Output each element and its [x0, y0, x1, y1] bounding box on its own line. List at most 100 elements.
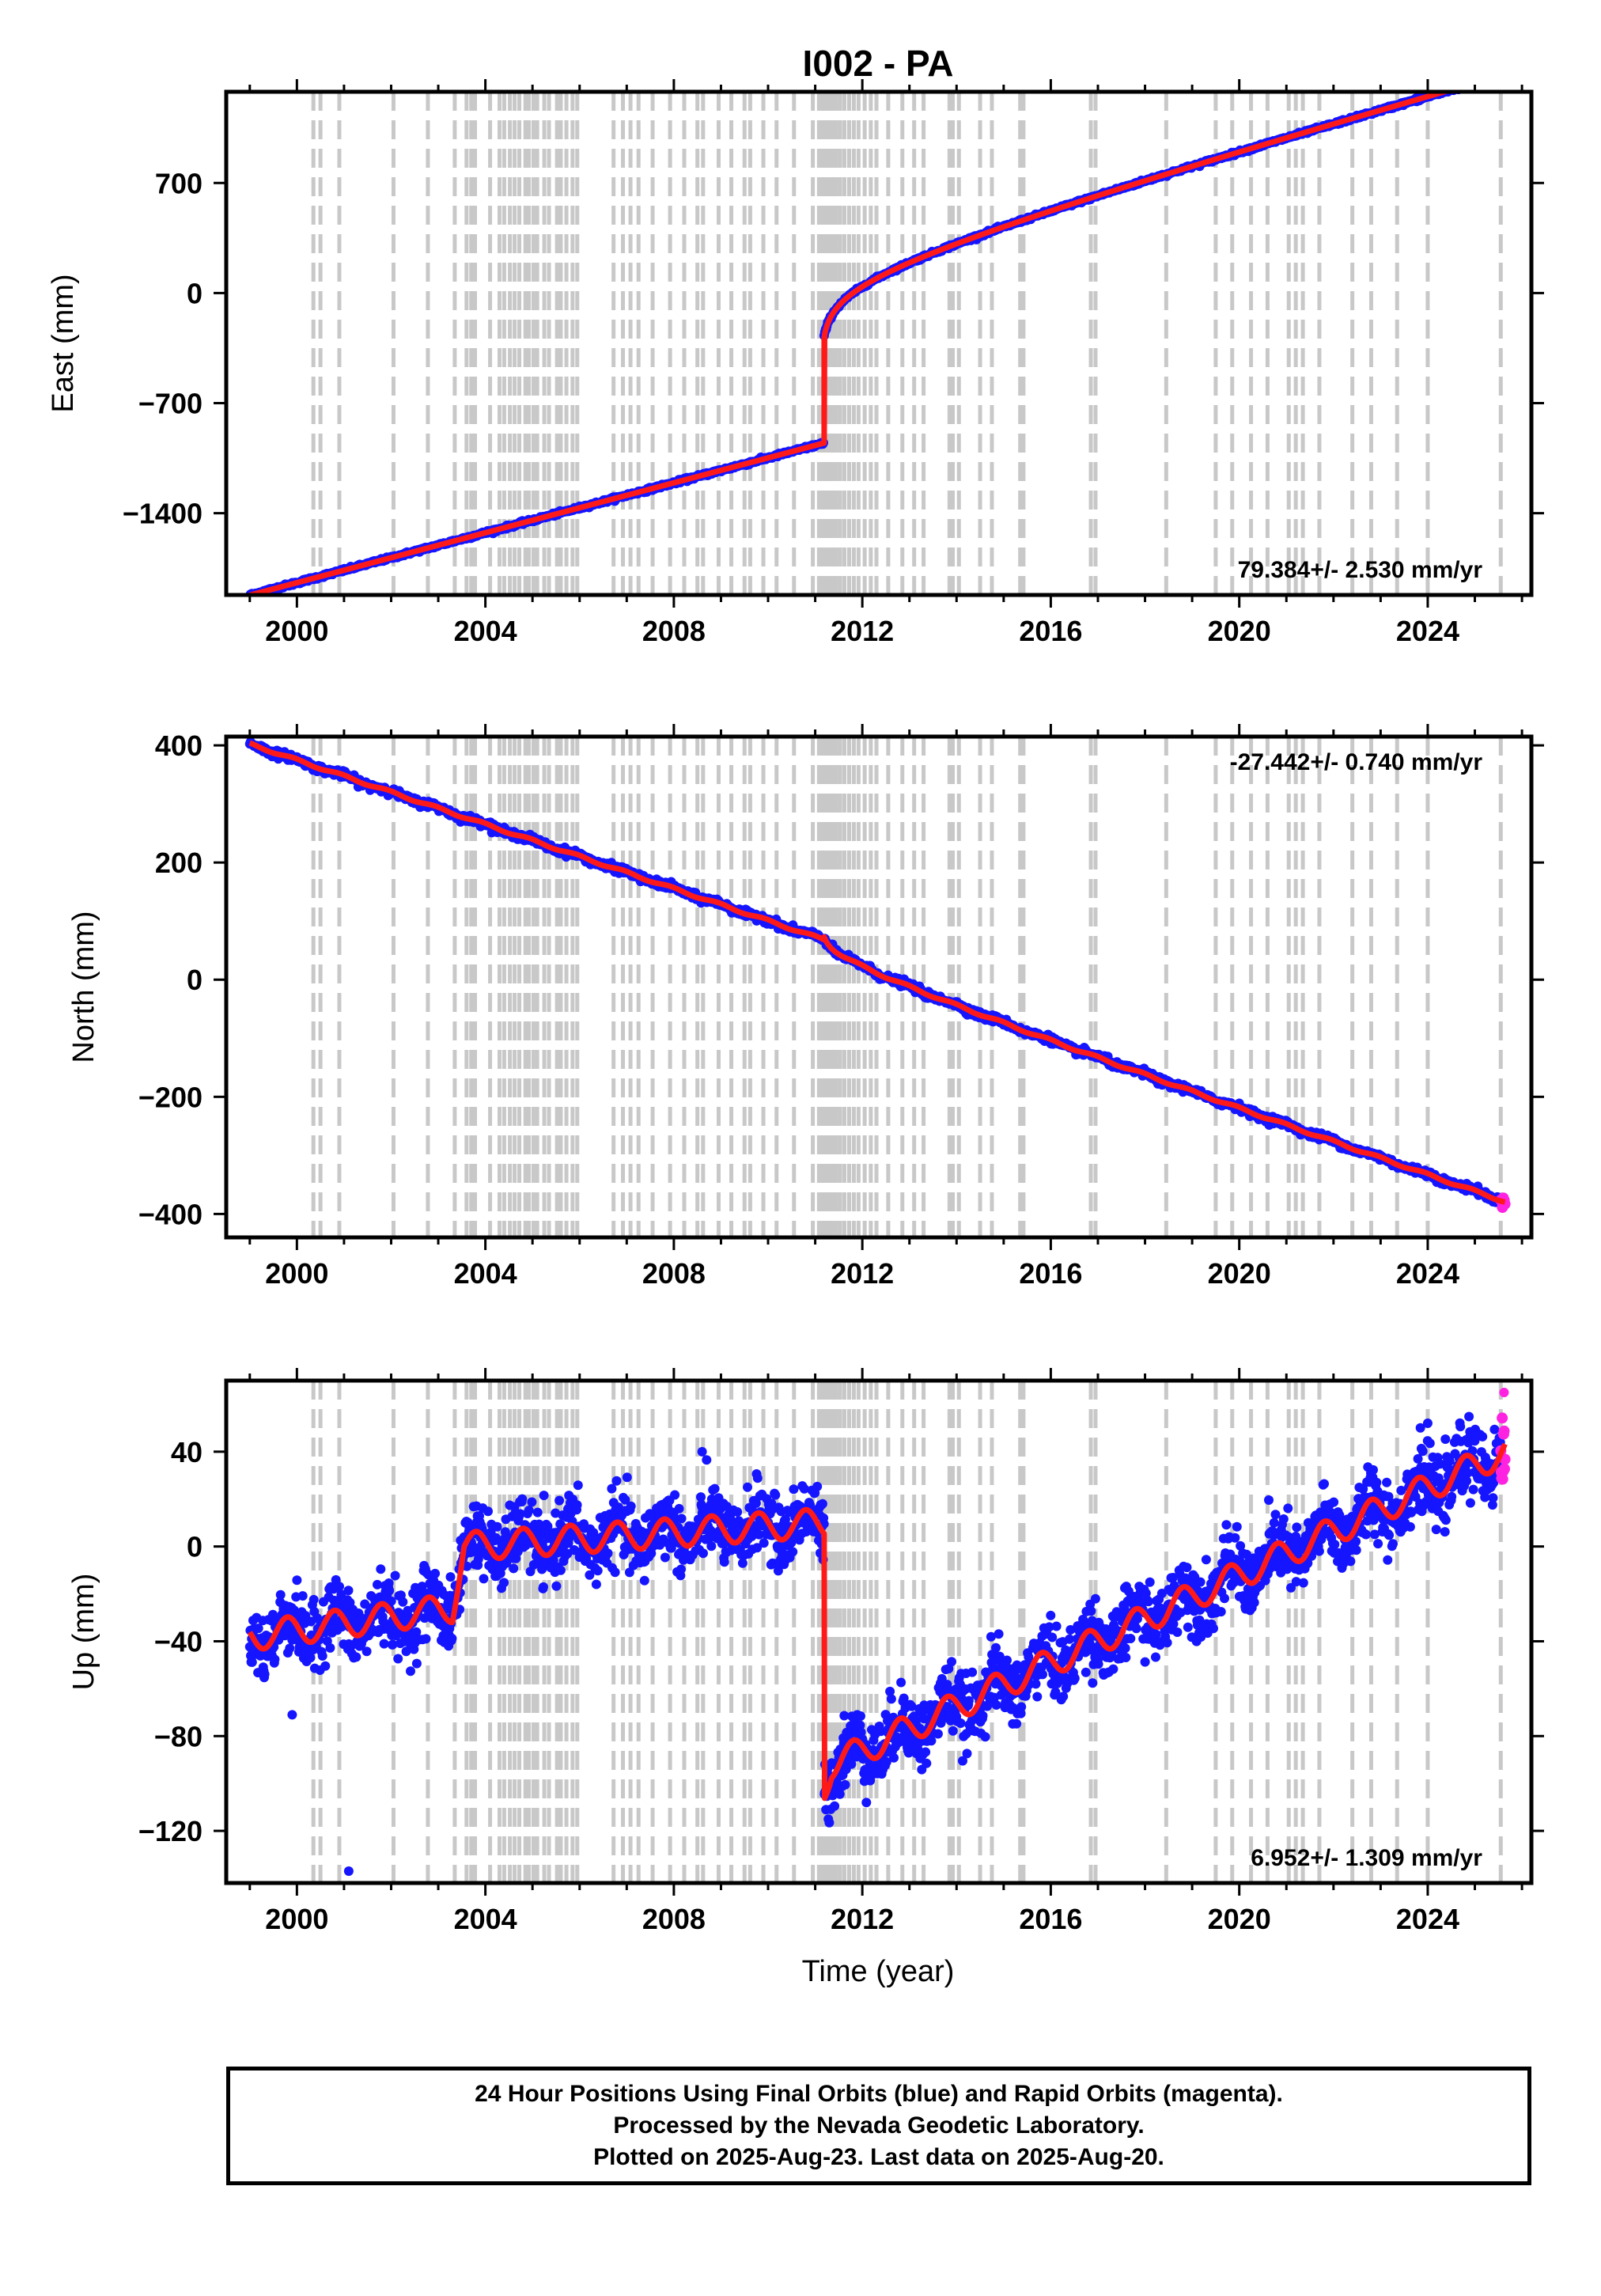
final-orbit-point: [1466, 80, 1475, 89]
final-orbit-point: [1482, 74, 1491, 84]
final-orbit-point: [1484, 74, 1493, 83]
final-orbit-point: [1461, 80, 1470, 89]
y-tick-label: 400: [155, 729, 202, 762]
final-orbit-point: [551, 1581, 562, 1591]
final-orbit-point: [1486, 74, 1496, 84]
x-tick-label: 2000: [265, 615, 328, 647]
final-orbit-point: [376, 1564, 386, 1574]
final-orbit-point: [1487, 74, 1497, 84]
final-orbit-point: [539, 1582, 548, 1592]
final-orbit-point: [479, 1574, 489, 1584]
final-orbit-point: [532, 1507, 543, 1517]
final-orbit-point: [1472, 79, 1482, 89]
final-orbit-point: [275, 1589, 286, 1600]
x-tick-label: 2020: [1208, 1257, 1271, 1290]
final-orbit-point: [706, 1541, 717, 1552]
final-orbit-point: [1491, 73, 1501, 82]
final-orbit-point: [445, 1572, 456, 1582]
final-orbit-point: [1481, 75, 1490, 85]
final-orbit-point: [1493, 73, 1502, 82]
final-orbit-point: [1483, 74, 1493, 84]
final-orbit-point: [351, 1652, 361, 1662]
east-plot-area: [244, 68, 1510, 595]
final-orbit-point: [517, 1494, 528, 1504]
final-orbit-point: [406, 1666, 415, 1677]
north-panel: 2000 2004 2008 2012 2016 2020 2024−400−2000200…: [67, 724, 1544, 1290]
x-tick-label: 2012: [831, 1257, 894, 1290]
final-orbit-point: [1460, 81, 1470, 91]
final-orbit-point: [1484, 74, 1493, 84]
x-tick-label: 2024: [1396, 615, 1459, 647]
final-orbit-point: [1468, 79, 1478, 89]
final-orbit-point: [421, 1634, 431, 1644]
final-orbit-point: [1478, 75, 1487, 85]
x-tick-label: 2000: [265, 1257, 328, 1290]
final-orbit-point: [592, 1566, 603, 1576]
y-tick-label: −1400: [123, 498, 202, 530]
final-orbit-point: [1478, 77, 1487, 86]
final-orbit-point: [603, 1548, 613, 1559]
final-orbit-point: [499, 1578, 509, 1588]
final-orbit-point: [555, 1565, 566, 1575]
final-orbit-point: [297, 1591, 308, 1601]
rapid-orbit-point: [1498, 68, 1509, 79]
x-tick-label: 2004: [454, 615, 517, 647]
final-orbit-point: [1464, 81, 1474, 90]
final-orbit-point: [622, 1472, 632, 1483]
y-tick-label: 200: [155, 847, 202, 879]
final-orbit-point: [1486, 74, 1495, 83]
rapid-orbit-point: [1495, 70, 1506, 81]
final-orbit-point: [639, 1575, 649, 1586]
final-orbit-point: [247, 1657, 257, 1667]
final-orbit-point: [674, 1503, 684, 1514]
final-orbit-point: [572, 1500, 582, 1510]
final-orbit-point: [270, 1654, 280, 1665]
east-rate-label: 79.384+/- 2.530 mm/yr: [1238, 557, 1483, 583]
final-orbit-point: [1494, 71, 1504, 81]
final-orbit-point: [1463, 79, 1472, 89]
final-orbit-point: [698, 1548, 708, 1559]
final-orbit-point: [1485, 74, 1494, 83]
final-orbit-point: [430, 1568, 441, 1578]
final-orbit-point: [1460, 81, 1470, 91]
final-orbit-point: [393, 1654, 403, 1664]
north-plot-frame: [224, 734, 1534, 1240]
final-orbit-point: [1459, 80, 1469, 89]
final-orbit-point: [1495, 70, 1504, 80]
final-orbit-point: [259, 1669, 270, 1679]
final-orbit-point: [398, 1597, 408, 1607]
final-orbit-point: [390, 1570, 400, 1581]
east-panel: 2000 2004 2008 2012 2016 2020 2024−1400−700070…: [47, 68, 1544, 647]
final-orbit-point: [361, 1646, 372, 1657]
final-orbit-point: [1455, 81, 1464, 91]
final-orbit-point: [710, 1483, 720, 1494]
final-orbit-point: [1495, 73, 1504, 82]
north-plot-area: [244, 737, 1511, 1237]
final-orbit-point: [1478, 74, 1488, 83]
final-orbit-point: [447, 1633, 457, 1643]
final-orbit-point: [610, 1567, 620, 1578]
final-orbit-point: [1489, 74, 1498, 83]
final-orbit-point: [554, 1495, 565, 1506]
rapid-orbit-point: [1497, 70, 1508, 81]
final-orbit-point: [524, 1506, 534, 1515]
final-orbit-point: [325, 1642, 335, 1653]
y-tick-label: 0: [187, 964, 202, 996]
final-orbit-point: [611, 1476, 622, 1486]
final-orbit-point: [379, 1639, 389, 1649]
east-plot-frame: [224, 89, 1534, 597]
final-orbit-point: [411, 1658, 422, 1669]
final-orbit-point: [1465, 80, 1474, 89]
y-tick-label: −400: [138, 1198, 202, 1230]
final-orbit-point: [1462, 81, 1471, 91]
final-orbit-point: [285, 1643, 295, 1654]
up-plot-area: [244, 1381, 1511, 1883]
y-tick-label: −700: [138, 388, 202, 420]
x-tick-label: 2012: [831, 615, 894, 647]
rapid-orbit-point: [1499, 69, 1510, 80]
y-tick-label: 0: [187, 277, 202, 309]
page-title: I002 - PA: [803, 43, 954, 84]
x-tick-label: 2016: [1019, 1257, 1082, 1290]
final-orbit-point: [384, 1586, 395, 1596]
